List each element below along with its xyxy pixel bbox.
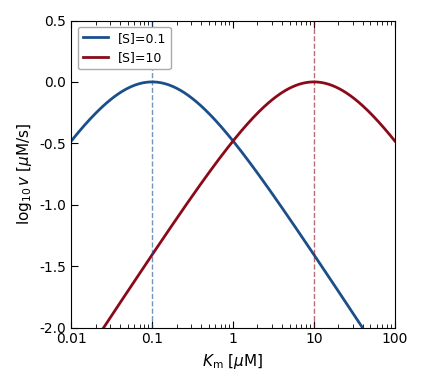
[S]=10 bbox=[69, 374, 74, 379]
[S]=10 bbox=[386, 131, 391, 135]
[S]=0.1 bbox=[193, 99, 198, 103]
[S]=0.1 bbox=[207, 112, 212, 116]
[S]=0.1 bbox=[106, 99, 111, 104]
[S]=0.1 bbox=[69, 139, 74, 143]
[S]=0.1 bbox=[150, 80, 155, 84]
[S]=10 bbox=[207, 170, 212, 174]
[S]=10 bbox=[311, 80, 316, 84]
[S]=10 bbox=[106, 318, 111, 323]
[S]=10 bbox=[125, 290, 130, 294]
[S]=10 bbox=[193, 189, 198, 194]
[S]=10 bbox=[392, 139, 397, 143]
[S]=0.1 bbox=[351, 312, 356, 317]
Line: [S]=10: [S]=10 bbox=[71, 82, 395, 377]
X-axis label: $\mathit{K}_{\mathrm{m}}$ [$\mu$M]: $\mathit{K}_{\mathrm{m}}$ [$\mu$M] bbox=[203, 352, 264, 371]
Y-axis label: $\log_{10}v$ [$\mu$M/s]: $\log_{10}v$ [$\mu$M/s] bbox=[15, 123, 34, 225]
[S]=0.1 bbox=[386, 365, 391, 369]
[S]=0.1 bbox=[392, 374, 397, 379]
[S]=10 bbox=[351, 96, 356, 100]
[S]=0.1 bbox=[125, 86, 130, 91]
Line: [S]=0.1: [S]=0.1 bbox=[71, 82, 395, 377]
Legend: [S]=0.1, [S]=10: [S]=0.1, [S]=10 bbox=[77, 27, 171, 69]
